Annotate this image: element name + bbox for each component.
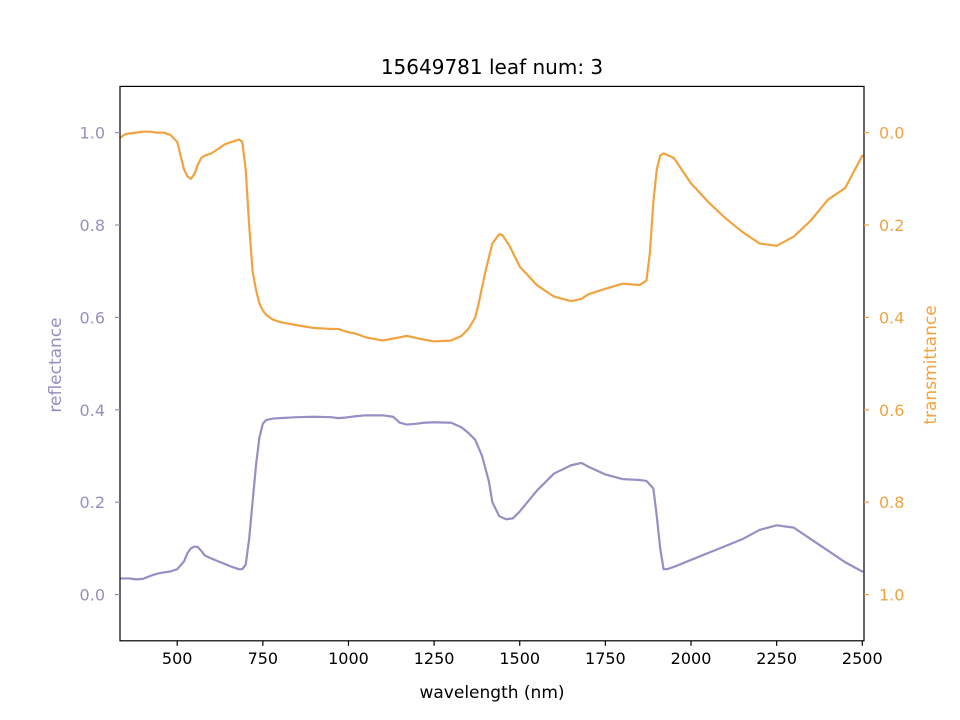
series-line-reflectance — [119, 414, 864, 581]
x-tick-label: 1750 — [585, 649, 626, 668]
x-tick-label: 2500 — [842, 649, 883, 668]
y-right-tick-label: 0.8 — [879, 493, 904, 512]
x-tick-label: 1500 — [499, 649, 540, 668]
plot-frame — [119, 85, 865, 642]
y-right-tick-label: 0.6 — [879, 401, 904, 420]
x-tick-label: 2250 — [756, 649, 797, 668]
x-axis: 500 750 1000 1250 1500 1750 2000 2250 2500 — [162, 640, 883, 668]
series-line-transmittance — [119, 130, 864, 343]
y-axis-right: 0.0 0.2 0.4 0.6 0.8 1.0 — [864, 124, 904, 605]
y-left-tick-label: 0.6 — [80, 308, 105, 327]
y-right-tick-label: 0.4 — [879, 308, 904, 327]
x-tick-label: 750 — [248, 649, 279, 668]
x-tick-label: 500 — [162, 649, 193, 668]
y-left-tick-label: 0.8 — [80, 216, 105, 235]
x-tick-label: 1250 — [414, 649, 455, 668]
y-right-tick-label: 1.0 — [879, 586, 904, 605]
y-right-tick-label: 0.0 — [879, 124, 904, 143]
y-left-tick-label: 0.0 — [80, 586, 105, 605]
chart-title: 15649781 leaf num: 3 — [381, 55, 603, 79]
y-left-tick-label: 1.0 — [80, 124, 105, 143]
x-axis-label: wavelength (nm) — [419, 683, 564, 703]
y-left-tick-label: 0.4 — [80, 401, 105, 420]
x-tick-label: 1000 — [328, 649, 369, 668]
x-tick-label: 2000 — [671, 649, 712, 668]
y-axis-left: 0.0 0.2 0.4 0.6 0.8 1.0 — [80, 124, 120, 605]
series-layer — [119, 130, 864, 581]
y-axis-right-label: transmittance — [921, 305, 941, 424]
y-axis-left-label: reflectance — [46, 317, 66, 412]
y-left-tick-label: 0.2 — [80, 493, 105, 512]
y-right-tick-label: 0.2 — [879, 216, 904, 235]
